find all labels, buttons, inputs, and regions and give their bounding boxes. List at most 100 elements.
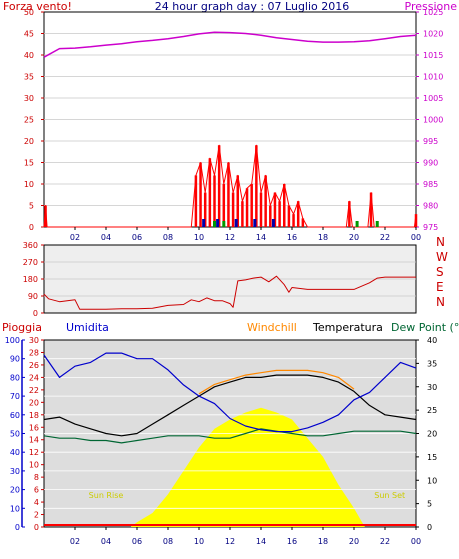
x-tick-label: 12 <box>225 537 235 546</box>
wind-tick-label: 35 <box>24 73 34 82</box>
pressure-line <box>43 31 417 58</box>
x-tick-label: 18 <box>318 233 328 242</box>
direction-tick-label: 90 <box>28 292 38 301</box>
avg-wind-marker <box>222 221 226 227</box>
pressure-tick-label: 1010 <box>423 73 443 82</box>
pressure-tick-label: 985 <box>423 180 438 189</box>
pressure-tick-label: 1005 <box>423 94 443 103</box>
sunset-annotation: Sun Set <box>374 491 405 500</box>
pressure-tick-label: 1000 <box>423 116 443 125</box>
temperature-legend-label: Temperatura <box>312 321 383 334</box>
direction-tick-label: 0 <box>33 309 38 318</box>
temperature-tick-label: 30 <box>427 383 437 392</box>
rain-tick-label: 0 <box>34 523 39 532</box>
wind-tick-label: 25 <box>24 116 34 125</box>
humidity-tick-label: 50 <box>10 430 20 439</box>
rain-tick-label: 28 <box>29 348 39 357</box>
direction-tick-label: 270 <box>23 258 38 267</box>
wind-tick-label: 15 <box>24 159 34 168</box>
humidity-tick-label: 20 <box>10 486 20 495</box>
avg-wind-marker <box>375 221 379 227</box>
x-tick-label: 04 <box>101 233 111 242</box>
rain-tick-label: 30 <box>29 336 39 345</box>
pressure-tick-label: 980 <box>423 202 438 211</box>
rain-tick-label: 14 <box>29 436 39 445</box>
x-tick-label: 22 <box>380 537 390 546</box>
temperature-tick-label: 15 <box>427 453 437 462</box>
pressure-axis-label: Pressione <box>405 0 458 13</box>
rain-tick-label: 4 <box>34 498 39 507</box>
temperature-tick-label: 25 <box>427 406 437 415</box>
x-tick-label: 04 <box>101 537 111 546</box>
compass-label: N <box>436 235 445 249</box>
pressure-tick-label: 990 <box>423 159 438 168</box>
x-tick-label: 12 <box>225 233 235 242</box>
wind-axis-label: Forza vento! <box>3 0 72 13</box>
compass-label: E <box>436 280 444 294</box>
temperature-tick-label: 20 <box>427 430 437 439</box>
x-tick-label: 20 <box>349 233 359 242</box>
windchill-line <box>198 369 355 395</box>
temperature-tick-label: 35 <box>427 359 437 368</box>
humidity-tick-label: 40 <box>10 448 20 457</box>
rain-tick-label: 18 <box>29 411 39 420</box>
pressure-tick-label: 1020 <box>423 30 443 39</box>
wind-tick-label: 5 <box>29 202 34 211</box>
temperature-tick-label: 5 <box>427 500 432 509</box>
rain-tick-label: 24 <box>29 373 39 382</box>
temperature-tick-label: 10 <box>427 476 437 485</box>
rain-tick-label: 12 <box>29 448 39 457</box>
direction-tick-label: 180 <box>23 275 38 284</box>
wind-tick-label: 20 <box>24 137 34 146</box>
humidity-tick-label: 60 <box>10 411 20 420</box>
rain-tick-label: 8 <box>34 473 39 482</box>
humidity-tick-label: 30 <box>10 467 20 476</box>
pressure-tick-label: 995 <box>423 137 438 146</box>
humidity-tick-label: 70 <box>10 392 20 401</box>
x-tick-label: 02 <box>70 537 80 546</box>
pressure-tick-label: 1025 <box>423 8 443 17</box>
rain-tick-label: 2 <box>34 511 39 520</box>
direction-line <box>43 275 416 310</box>
dewpoint-legend-label: Dew Point (°C <box>391 321 459 334</box>
rain-tick-label: 6 <box>34 486 39 495</box>
wind-tick-label: 10 <box>24 180 34 189</box>
rain-tick-label: 20 <box>29 398 39 407</box>
sunrise-annotation: Sun Rise <box>89 491 124 500</box>
humidity-tick-label: 10 <box>10 504 20 513</box>
windchill-legend-label: Windchill <box>247 321 297 334</box>
x-tick-label: 06 <box>132 537 142 546</box>
gust-marker <box>234 219 238 227</box>
compass-label: S <box>436 265 444 279</box>
x-tick-label: 10 <box>194 537 204 546</box>
pressure-tick-label: 975 <box>423 223 438 232</box>
rain-tick-label: 22 <box>29 386 39 395</box>
x-tick-label: 16 <box>287 537 297 546</box>
wind-tick-label: 40 <box>24 51 34 60</box>
avg-wind-marker <box>355 221 359 227</box>
compass-label: N <box>436 295 445 309</box>
x-tick-label: 08 <box>163 537 173 546</box>
humidity-tick-label: 80 <box>10 373 20 382</box>
pressure-tick-label: 1015 <box>423 51 443 60</box>
humidity-axis-label: Umidita <box>66 321 109 334</box>
x-tick-label: 14 <box>256 537 266 546</box>
gust-marker <box>202 219 206 227</box>
dewpoint-line <box>43 428 417 444</box>
x-tick-label: 18 <box>318 537 328 546</box>
humidity-tick-label: 0 <box>15 523 20 532</box>
temperature-tick-label: 40 <box>427 336 437 345</box>
x-tick-label: 00 <box>411 537 421 546</box>
rain-tick-label: 10 <box>29 461 39 470</box>
humidity-tick-label: 90 <box>10 355 20 364</box>
rain-axis-label: Pioggia <box>2 321 42 334</box>
gust-marker <box>253 219 257 227</box>
rain-tick-label: 26 <box>29 361 39 370</box>
gust-marker <box>271 219 275 227</box>
x-tick-label: 08 <box>163 233 173 242</box>
x-tick-label: 00 <box>411 233 421 242</box>
x-tick-label: 10 <box>194 233 204 242</box>
rain-tick-label: 16 <box>29 423 39 432</box>
x-tick-label: 06 <box>132 233 142 242</box>
